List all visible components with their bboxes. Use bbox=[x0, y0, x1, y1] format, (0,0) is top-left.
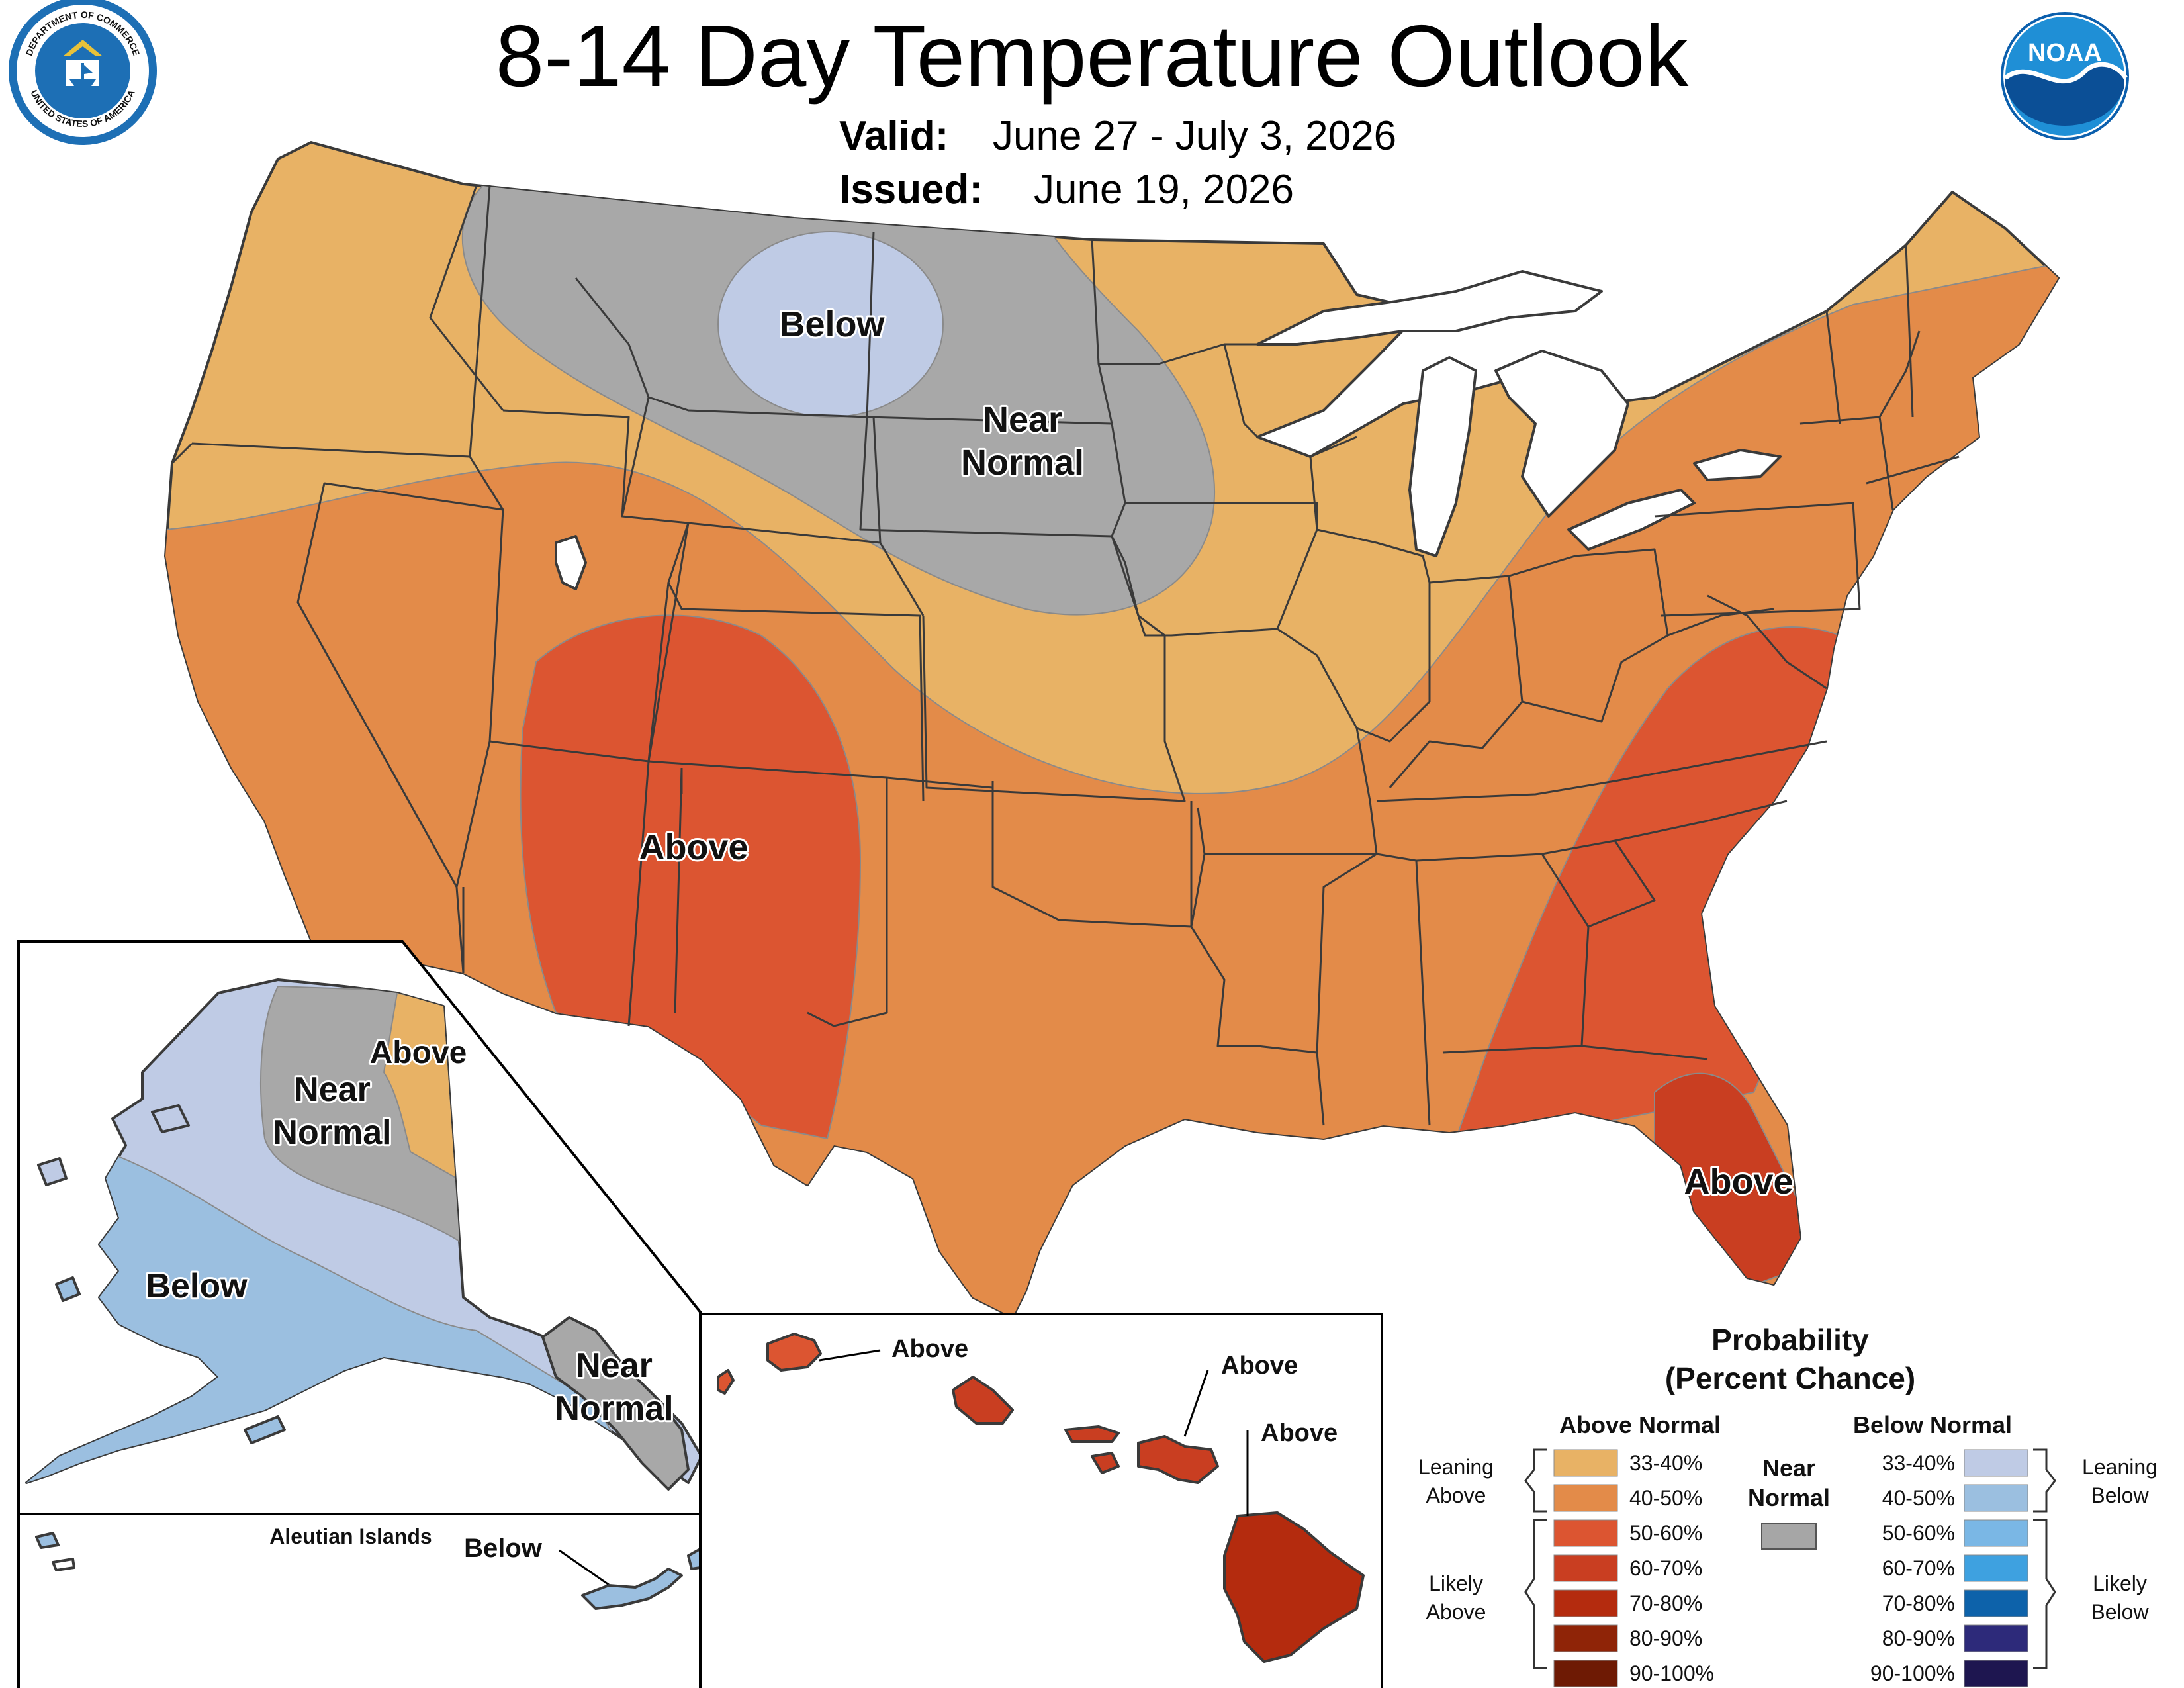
issued-value: June 19, 2026 bbox=[1034, 167, 1294, 212]
legend-near-swatch bbox=[1761, 1523, 1817, 1550]
hi-lanai bbox=[1091, 1452, 1120, 1474]
hi-molokai bbox=[1064, 1425, 1120, 1443]
ak-below-label: Below bbox=[146, 1267, 248, 1305]
aleutian-islands-shapes bbox=[35, 1532, 702, 1610]
conus-zone-above-50-60-sw bbox=[520, 614, 862, 1140]
legend-below-swatch-1 bbox=[1964, 1484, 2028, 1512]
legend-above-swatch-5 bbox=[1553, 1624, 1618, 1652]
conus-above-sw-label: Above bbox=[639, 827, 748, 867]
ak-near-label-2: Normal bbox=[273, 1113, 391, 1152]
legend-above-label-1: 40-50% bbox=[1629, 1486, 1702, 1510]
ak-se-near-label-1: Near bbox=[576, 1346, 653, 1385]
conus-above-se-label: Above bbox=[1684, 1162, 1793, 1201]
hawaii-inset: Above Above Above bbox=[699, 1313, 1383, 1688]
legend-leaning-above-2: Above bbox=[1426, 1483, 1486, 1507]
doc-seal-logo: DEPARTMENT OF COMMERCE UNITED STATES OF … bbox=[9, 0, 157, 145]
legend-above-label-0: 33-40% bbox=[1629, 1451, 1702, 1475]
ak-above-label: Above bbox=[370, 1035, 467, 1070]
legend-above-swatch-0 bbox=[1553, 1449, 1618, 1477]
ak-near-label-1: Near bbox=[294, 1070, 371, 1109]
valid-label: Valid: bbox=[839, 113, 948, 159]
hi-niihau bbox=[717, 1369, 735, 1395]
legend-likely-below-1: Likely bbox=[2093, 1571, 2147, 1595]
legend-below-swatch-5 bbox=[1964, 1624, 2028, 1652]
legend-near-1: Near bbox=[1762, 1454, 1815, 1481]
legend-below-label-5: 80-90% bbox=[1882, 1626, 1955, 1650]
hi-above-label-1: Above bbox=[891, 1335, 968, 1363]
probability-legend: Probability (Percent Chance) Above Norma… bbox=[1418, 1323, 2158, 1687]
noaa-logo: NOAA bbox=[2001, 12, 2129, 140]
lake-ontario bbox=[1693, 449, 1782, 481]
legend-above-label-5: 80-90% bbox=[1629, 1626, 1702, 1650]
lake-huron bbox=[1494, 350, 1629, 518]
lake-michigan bbox=[1408, 356, 1477, 557]
hi-oahu bbox=[952, 1376, 1014, 1425]
legend-leaning-below-2: Below bbox=[2091, 1483, 2149, 1507]
legend-below-label-6: 90-100% bbox=[1870, 1662, 1955, 1685]
legend-near-2: Normal bbox=[1748, 1484, 1830, 1511]
legend-above-label-4: 70-80% bbox=[1629, 1591, 1702, 1615]
legend-above-swatch-1 bbox=[1553, 1484, 1618, 1512]
hi-maui bbox=[1137, 1435, 1219, 1484]
aleutian-title: Aleutian Islands bbox=[269, 1524, 432, 1548]
legend-below-label-2: 50-60% bbox=[1882, 1521, 1955, 1545]
noaa-text: NOAA bbox=[2028, 39, 2102, 67]
legend-above-header: Above Normal bbox=[1559, 1411, 1721, 1438]
great-salt-lake bbox=[555, 535, 587, 590]
ak-se-near-normal bbox=[541, 1316, 690, 1491]
legend-below-swatch-6 bbox=[1964, 1660, 2028, 1687]
hi-big-island bbox=[1223, 1511, 1365, 1663]
lake-erie bbox=[1567, 489, 1696, 551]
legend-below-label-1: 40-50% bbox=[1882, 1486, 1955, 1510]
legend-title-1: Probability bbox=[1711, 1323, 1869, 1357]
legend-above-label-3: 60-70% bbox=[1629, 1556, 1702, 1580]
legend-above-swatches: 33-40% 40-50% 50-60% 60-70% 70-80% 80-90% 90-1… bbox=[1553, 1449, 1714, 1687]
legend-below-label-3: 60-70% bbox=[1882, 1556, 1955, 1580]
conus-near-label-1: Near bbox=[983, 400, 1062, 440]
state-boundaries bbox=[171, 185, 1960, 1126]
conus-zone-below-33-40 bbox=[717, 231, 944, 418]
aleutian-inset: Aleutian Islands Below bbox=[17, 1513, 702, 1688]
lake-superior bbox=[1256, 270, 1603, 346]
legend-below-swatches: 33-40% 40-50% 50-60% 60-70% 70-80% 80-90% 90-1… bbox=[1870, 1449, 2028, 1687]
conus-below-label: Below bbox=[779, 305, 885, 344]
bracket-leaning-below bbox=[2033, 1448, 2056, 1513]
conus-near-label-2: Normal bbox=[961, 443, 1084, 483]
hi-above-label-3: Above bbox=[1261, 1419, 1338, 1447]
legend-above-swatch-2 bbox=[1553, 1519, 1618, 1547]
legend-likely-above-2: Above bbox=[1426, 1600, 1486, 1624]
legend-below-header: Below Normal bbox=[1853, 1411, 2012, 1438]
map-title: 8-14 Day Temperature Outlook bbox=[496, 7, 1689, 105]
bracket-likely-above bbox=[1524, 1519, 1547, 1669]
legend-above-swatch-4 bbox=[1553, 1589, 1618, 1617]
legend-above-swatch-6 bbox=[1553, 1660, 1618, 1687]
legend-likely-above-1: Likely bbox=[1429, 1571, 1483, 1595]
legend-below-swatch-2 bbox=[1964, 1519, 2028, 1547]
bracket-likely-below bbox=[2033, 1519, 2056, 1669]
conus-map: Below Near Normal Above Above bbox=[164, 141, 2060, 1319]
legend-below-label-4: 70-80% bbox=[1882, 1591, 1955, 1615]
alaska-inset: Above Near Normal Below Near Normal bbox=[17, 940, 703, 1515]
ak-se-near-label-2: Normal bbox=[555, 1389, 673, 1428]
legend-leaning-above-1: Leaning bbox=[1418, 1455, 1494, 1479]
legend-leaning-below-1: Leaning bbox=[2082, 1455, 2158, 1479]
aleutian-below-label: Below bbox=[464, 1534, 543, 1563]
legend-below-swatch-3 bbox=[1964, 1554, 2028, 1582]
legend-below-label-0: 33-40% bbox=[1882, 1451, 1955, 1475]
legend-likely-below-2: Below bbox=[2091, 1600, 2149, 1624]
legend-below-swatch-4 bbox=[1964, 1589, 2028, 1617]
legend-above-label-2: 50-60% bbox=[1629, 1521, 1702, 1545]
bracket-leaning-above bbox=[1524, 1448, 1547, 1513]
hi-above-label-2: Above bbox=[1221, 1352, 1298, 1380]
legend-title-2: (Percent Chance) bbox=[1665, 1361, 1915, 1395]
issued-label: Issued: bbox=[839, 167, 983, 212]
hi-kauai bbox=[766, 1333, 822, 1372]
legend-above-swatch-3 bbox=[1553, 1554, 1618, 1582]
valid-value: June 27 - July 3, 2026 bbox=[993, 113, 1396, 159]
legend-below-swatch-0 bbox=[1964, 1449, 2028, 1477]
legend-above-label-6: 90-100% bbox=[1629, 1662, 1714, 1685]
